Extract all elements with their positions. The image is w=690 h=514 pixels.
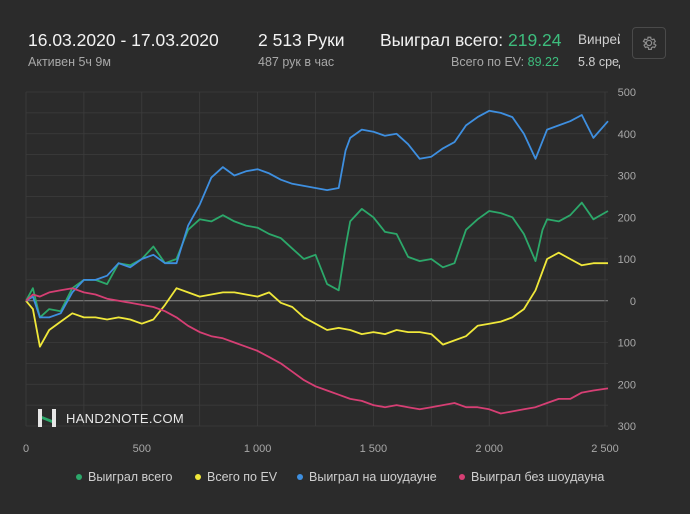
hands-per-hour: 487 рук в час [258,55,335,69]
legend-label: Выиграл всего [88,470,173,484]
settings-button[interactable] [632,27,666,59]
series-line-0 [25,201,609,319]
legend-non-showdown[interactable]: Выиграл без шоудауна [459,470,604,484]
graph-area[interactable]: 500 400 300 200 100 0 100 200 300 0 500 1 000 1 500… [0,80,690,460]
legend-dot [195,474,201,480]
legend-dot [76,474,82,480]
date-range: 16.03.2020 - 17.03.2020 [28,30,219,50]
winrate-sub: 5.8 сред [578,55,620,69]
y-tick-label: 200 [618,379,636,391]
logo-text: HAND2NOTE.COM [66,410,185,426]
y-tick-label: 200 [618,212,636,224]
y-tick-label: 100 [618,338,636,350]
series-line-3 [25,287,609,415]
legend-dot [459,474,465,480]
y-tick-label: 0 [630,296,636,308]
legend-won-total[interactable]: Выиграл всего [76,470,172,484]
hands-count: 2 513 Руки [258,30,345,50]
legend-label: Выиграл на шоудауне [309,470,437,484]
x-axis-ticks: 0 500 1 000 1 500 2 000 2 500 [23,443,619,455]
active-time: Активен 5ч 9м [28,55,111,69]
series-lines [25,109,609,415]
legend-showdown[interactable]: Выиграл на шоудауне [297,470,437,484]
summary-header: 16.03.2020 - 17.03.2020 Активен 5ч 9м 2 … [0,0,690,80]
y-tick-label: 100 [618,254,636,266]
won-total-value: 219.24 [508,30,562,50]
x-tick-label: 2 000 [475,443,503,455]
ev-total-label: Всего по EV: [451,55,525,69]
hand2note-logo: HAND2NOTE.COM [36,405,184,431]
x-tick-label: 0 [23,443,29,455]
series-line-1 [25,251,608,348]
x-tick-label: 1 000 [244,443,272,455]
x-tick-label: 2 500 [591,443,619,455]
ev-total-value: 89.22 [527,55,559,69]
gear-icon [642,36,657,50]
won-total: Выиграл всего: 219.24 [380,30,562,51]
x-tick-label: 500 [133,443,151,455]
series-line-2 [25,109,609,319]
ev-total: Всего по EV: 89.22 [451,55,559,69]
h2n-logo-icon [38,409,56,427]
y-tick-label: 400 [618,129,636,141]
y-tick-label: 500 [618,87,636,99]
y-axis-ticks: 500 400 300 200 100 0 100 200 300 [618,87,636,433]
winrate-label: Винрейт [578,32,620,47]
y-tick-label: 300 [618,171,636,183]
x-tick-label: 1 500 [360,443,388,455]
legend-ev-total[interactable]: Всего по EV [195,470,277,484]
chart-legend: Выиграл всего Всего по EV Выиграл на шоу… [0,470,690,492]
won-total-label: Выиграл всего: [380,30,504,50]
legend-label: Всего по EV [207,470,278,484]
y-tick-label: 300 [618,421,636,433]
legend-dot [297,474,303,480]
legend-label: Выиграл без шоудауна [471,470,605,484]
